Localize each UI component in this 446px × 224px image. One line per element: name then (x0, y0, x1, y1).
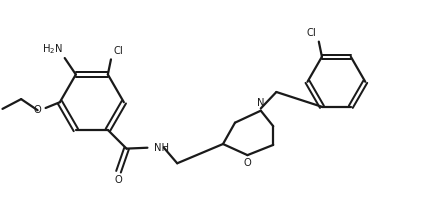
Text: O: O (33, 105, 41, 115)
Text: H$_2$N: H$_2$N (41, 42, 62, 56)
Text: O: O (243, 158, 251, 168)
Text: O: O (115, 175, 122, 185)
Text: Cl: Cl (307, 28, 317, 38)
Text: NH: NH (154, 143, 169, 153)
Text: N: N (257, 98, 265, 108)
Text: Cl: Cl (113, 46, 123, 56)
